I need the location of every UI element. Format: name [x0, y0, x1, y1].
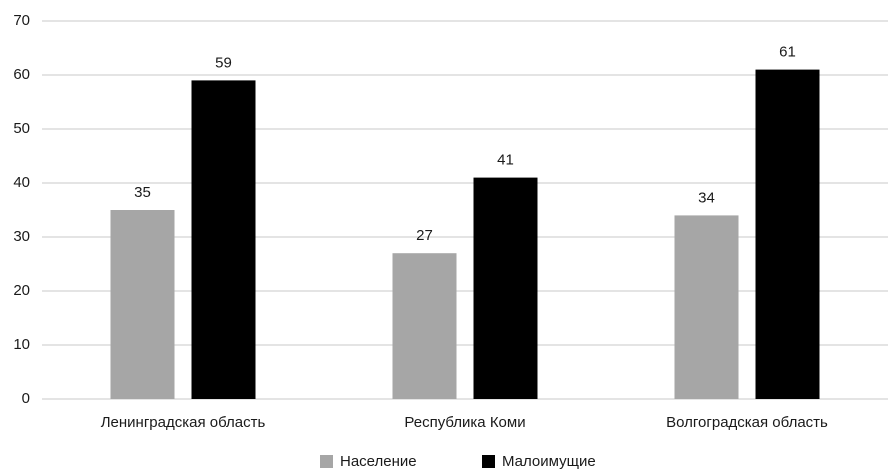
value-label: 41: [497, 152, 514, 169]
bar: [473, 177, 538, 399]
y-tick-label: 50: [13, 120, 30, 137]
value-label: 34: [698, 189, 715, 206]
bar: [110, 210, 175, 399]
x-tick-label: Ленинградская область: [101, 414, 266, 431]
x-tick-label: Республика Коми: [404, 414, 525, 431]
bar: [191, 80, 256, 400]
y-tick-label: 20: [13, 282, 30, 299]
value-label: 59: [215, 54, 232, 71]
y-tick-label: 10: [13, 336, 30, 353]
legend-label: Малоимущие: [502, 453, 596, 470]
bar: [392, 253, 457, 399]
bar: [755, 69, 820, 399]
x-tick-label: Волгоградская область: [666, 414, 828, 431]
y-tick-label: 60: [13, 66, 30, 83]
y-tick-label: 0: [22, 390, 30, 407]
value-label: 27: [416, 227, 433, 244]
y-tick-label: 40: [13, 174, 30, 191]
bar: [674, 215, 739, 399]
y-tick-label: 30: [13, 228, 30, 245]
y-tick-label: 70: [13, 12, 30, 29]
legend-swatch: [482, 455, 495, 468]
value-label: 35: [134, 184, 151, 201]
value-label: 61: [779, 44, 796, 61]
legend-swatch: [320, 455, 333, 468]
legend-label: Население: [340, 453, 417, 470]
